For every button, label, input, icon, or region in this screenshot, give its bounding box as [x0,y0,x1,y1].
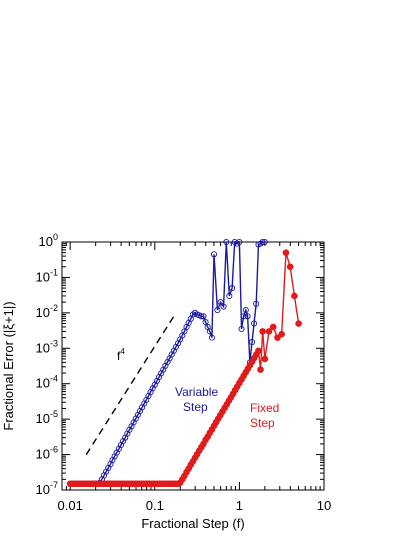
y-tick-label: 10-4 [36,374,58,391]
series-layer [66,238,302,488]
variable-step-series [67,238,268,487]
variable-step-point [208,334,215,341]
y-axis-ticks: 10-7 10-6 10-5 10-4 10-3 10-2 10-1 100 [36,232,324,497]
y-tick-label: 10-1 [36,267,58,284]
variable-step-point [210,251,218,258]
x-tick-label: 1 [236,498,243,513]
fixed-step-point [255,347,262,355]
x-tick-label: 0.01 [58,498,83,513]
variable-step-point [261,238,268,246]
fixed-step-label-line2: Step [250,416,275,430]
y-tick-label: 10-7 [36,480,58,497]
plot-frame [61,241,325,491]
fixed-step-point [269,323,277,331]
variable-step-point [251,320,258,327]
fixed-step-point [291,292,298,300]
fixed-step-point [274,334,281,341]
variable-step-point [240,313,247,320]
variable-step-point [214,307,221,314]
y-tick-label: 10-2 [36,303,58,320]
variable-step-point [238,325,245,333]
variable-step-label-line1: Variable [175,385,218,399]
fixed-step-point [286,263,294,271]
variable-step-point [229,285,236,292]
fixed-step-series [66,249,302,488]
variable-step-label-line2: Step [183,400,208,414]
variable-step-point [248,338,256,346]
fixed-step-point [295,320,302,327]
variable-step-point [223,238,230,246]
fixed-step-line [70,252,300,485]
y-tick-label: 10-3 [36,338,58,355]
variable-step-point [259,238,266,246]
variable-step-point [202,319,209,326]
y-tick-label: 10-6 [36,445,58,462]
x-axis-title: Fractional Step (f) [141,516,244,531]
f4-reference-line [85,312,177,455]
fixed-step-point [259,328,266,335]
variable-step-point [236,238,243,246]
variable-step-point [253,300,260,307]
variable-step-point [198,313,205,320]
fixed-step-label-line1: Fixed [250,401,279,415]
y-tick-label: 10-5 [36,409,58,426]
variable-step-point [200,313,207,320]
x-axis-ticks: 0.01 0.1 1 10 [58,242,331,513]
fixed-step-point [282,249,290,256]
x-tick-label: 10 [317,498,331,513]
y-tick-label: 100 [39,232,58,249]
variable-step-point [220,303,227,310]
fixed-step-point [278,330,285,338]
variable-step-point [244,313,251,320]
y-axis-title: Fractional Error (|ξ+1|) [1,301,16,430]
variable-step-point [226,292,233,300]
fixed-step-point [265,328,273,335]
variable-step-point [217,299,224,306]
fixed-step-point [257,366,264,373]
f4-reference-label: f4 [117,347,125,363]
variable-step-line [70,240,265,485]
x-tick-label: 0.1 [146,498,164,513]
fixed-step-point [261,355,269,363]
variable-step-point [242,307,249,314]
variable-step-point [206,328,213,335]
